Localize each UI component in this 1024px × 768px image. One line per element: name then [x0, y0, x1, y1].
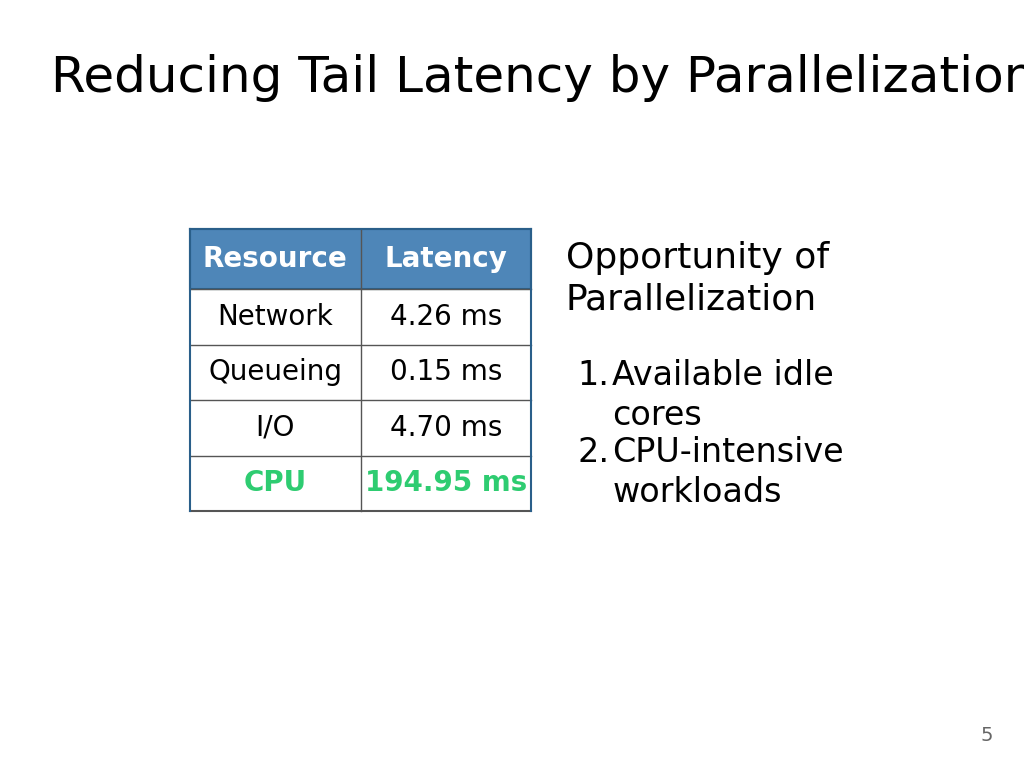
Text: 0.15 ms: 0.15 ms [389, 359, 502, 386]
Text: Queueing: Queueing [208, 359, 342, 386]
Text: 1.: 1. [578, 359, 609, 392]
Text: 194.95 ms: 194.95 ms [365, 469, 527, 498]
Text: Latency: Latency [384, 245, 507, 273]
Text: 4.26 ms: 4.26 ms [389, 303, 502, 331]
Text: Reducing Tail Latency by Parallelization: Reducing Tail Latency by Parallelization [51, 54, 1024, 102]
Text: Resource: Resource [203, 245, 347, 273]
Text: I/O: I/O [256, 414, 295, 442]
Text: Available idle
cores: Available idle cores [612, 359, 835, 432]
Text: CPU-intensive
workloads: CPU-intensive workloads [612, 435, 844, 509]
Text: 4.70 ms: 4.70 ms [389, 414, 502, 442]
FancyBboxPatch shape [190, 229, 531, 290]
Text: 5: 5 [981, 726, 993, 745]
Text: Opportunity of
Parallelization: Opportunity of Parallelization [566, 241, 829, 317]
Text: Network: Network [217, 303, 333, 331]
Text: 2.: 2. [578, 435, 609, 468]
Text: CPU: CPU [244, 469, 307, 498]
